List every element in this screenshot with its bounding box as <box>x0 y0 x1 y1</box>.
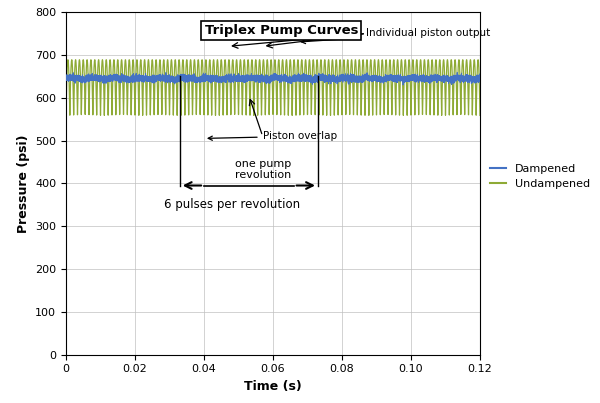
Undampened <box>169 100 176 105</box>
Dampened <box>274 75 281 79</box>
Text: 6 pulses per revolution: 6 pulses per revolution <box>164 198 299 211</box>
Dampened <box>169 78 176 83</box>
Dampened <box>62 75 70 79</box>
Dampened <box>400 83 407 87</box>
Dampened <box>280 74 287 79</box>
Y-axis label: Pressure (psi): Pressure (psi) <box>17 134 29 233</box>
Dampened <box>476 77 484 81</box>
Undampened <box>314 64 322 69</box>
Line: Undampened: Undampened <box>66 60 480 115</box>
Dampened <box>124 79 131 84</box>
Legend: Dampened, Undampened: Dampened, Undampened <box>490 164 590 189</box>
Dampened <box>314 77 322 82</box>
Dampened <box>454 70 461 75</box>
Undampened <box>124 108 131 113</box>
Text: one pump
revolution: one pump revolution <box>235 159 291 181</box>
Undampened <box>382 57 389 62</box>
Text: Individual piston output: Individual piston output <box>301 29 490 44</box>
Undampened <box>280 82 287 87</box>
X-axis label: Time (s): Time (s) <box>244 380 302 393</box>
Text: Triplex Pump Curves: Triplex Pump Curves <box>205 24 358 37</box>
Undampened <box>62 113 70 118</box>
Text: Piston overlap: Piston overlap <box>208 131 337 141</box>
Line: Dampened: Dampened <box>66 73 480 85</box>
Undampened <box>274 67 281 72</box>
Undampened <box>476 113 484 118</box>
Dampened <box>84 73 91 78</box>
Undampened <box>84 64 91 69</box>
